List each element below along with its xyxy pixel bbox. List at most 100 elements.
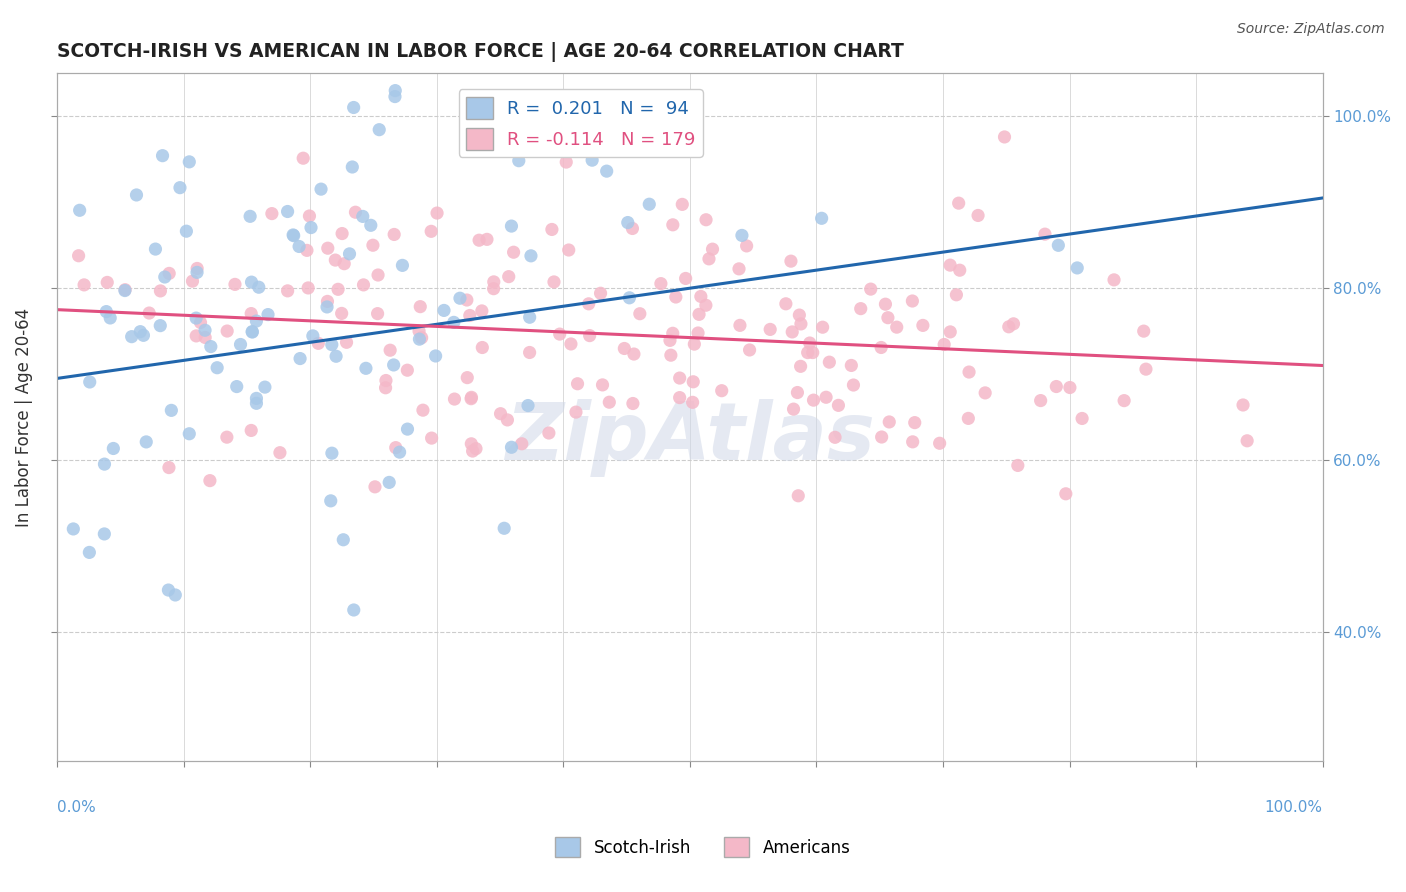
Point [1059, 380, 1081, 394]
Point [904, 416, 927, 430]
Point [471, 304, 494, 318]
Point [269, 445, 291, 459]
Point [69, 203, 91, 218]
Point [339, 247, 361, 261]
Point [292, 151, 315, 165]
Point [567, 376, 589, 391]
Point [297, 281, 319, 295]
Point [129, 325, 152, 339]
Point [326, 282, 349, 296]
Point [558, 243, 581, 257]
Point [277, 284, 299, 298]
Point [460, 392, 482, 406]
Point [245, 392, 267, 406]
Point [420, 431, 443, 445]
Point [1054, 487, 1077, 501]
Point [378, 475, 401, 490]
Point [668, 371, 690, 385]
Point [957, 411, 980, 425]
Point [695, 212, 717, 227]
Point [396, 422, 419, 436]
Point [790, 317, 813, 331]
Point [367, 268, 389, 282]
Point [335, 335, 357, 350]
Legend: R =  0.201   N =  94, R = -0.114   N = 179: R = 0.201 N = 94, R = -0.114 N = 179 [458, 89, 703, 157]
Point [325, 253, 347, 268]
Point [79, 545, 101, 559]
Point [157, 582, 180, 597]
Point [613, 342, 636, 356]
Point [886, 320, 908, 334]
Point [96, 304, 118, 318]
Point [384, 441, 406, 455]
Point [1007, 458, 1029, 473]
Point [543, 275, 565, 289]
Point [169, 180, 191, 194]
Point [321, 337, 343, 351]
Point [460, 390, 482, 404]
Point [409, 300, 432, 314]
Point [449, 291, 471, 305]
Point [62, 522, 84, 536]
Point [482, 282, 505, 296]
Point [330, 227, 353, 241]
Point [281, 227, 304, 242]
Point [200, 340, 222, 354]
Point [702, 242, 724, 256]
Point [901, 293, 924, 308]
Point [619, 291, 641, 305]
Point [342, 160, 364, 174]
Point [384, 84, 406, 98]
Point [186, 329, 208, 343]
Point [731, 228, 754, 243]
Point [967, 209, 990, 223]
Point [426, 206, 449, 220]
Point [456, 370, 478, 384]
Point [67, 249, 90, 263]
Point [353, 277, 375, 292]
Point [343, 603, 366, 617]
Point [229, 337, 252, 351]
Point [132, 328, 155, 343]
Text: 100.0%: 100.0% [1264, 799, 1323, 814]
Point [224, 277, 246, 292]
Point [368, 122, 391, 136]
Point [728, 261, 751, 276]
Point [316, 300, 339, 314]
Point [628, 307, 651, 321]
Text: Source: ZipAtlas.com: Source: ZipAtlas.com [1237, 22, 1385, 37]
Point [508, 153, 530, 168]
Point [361, 238, 384, 252]
Text: ZipAtlas: ZipAtlas [505, 399, 875, 476]
Point [638, 197, 661, 211]
Point [841, 359, 863, 373]
Text: SCOTCH-IRISH VS AMERICAN IN LABOR FORCE | AGE 20-64 CORRELATION CHART: SCOTCH-IRISH VS AMERICAN IN LABOR FORCE … [58, 42, 904, 62]
Point [555, 155, 578, 169]
Point [974, 385, 997, 400]
Point [114, 283, 136, 297]
Point [138, 306, 160, 320]
Point [217, 324, 239, 338]
Point [565, 405, 588, 419]
Point [517, 399, 540, 413]
Point [179, 154, 201, 169]
Point [502, 245, 524, 260]
Point [260, 206, 283, 220]
Point [598, 395, 620, 409]
Point [501, 219, 523, 233]
Point [901, 434, 924, 449]
Point [787, 489, 810, 503]
Point [939, 325, 962, 339]
Point [688, 307, 710, 321]
Point [671, 197, 693, 211]
Point [803, 393, 825, 408]
Point [364, 480, 387, 494]
Point [176, 224, 198, 238]
Point [354, 361, 377, 376]
Point [1066, 260, 1088, 275]
Point [408, 332, 430, 346]
Point [827, 398, 849, 412]
Point [239, 210, 262, 224]
Point [824, 430, 846, 444]
Point [433, 303, 456, 318]
